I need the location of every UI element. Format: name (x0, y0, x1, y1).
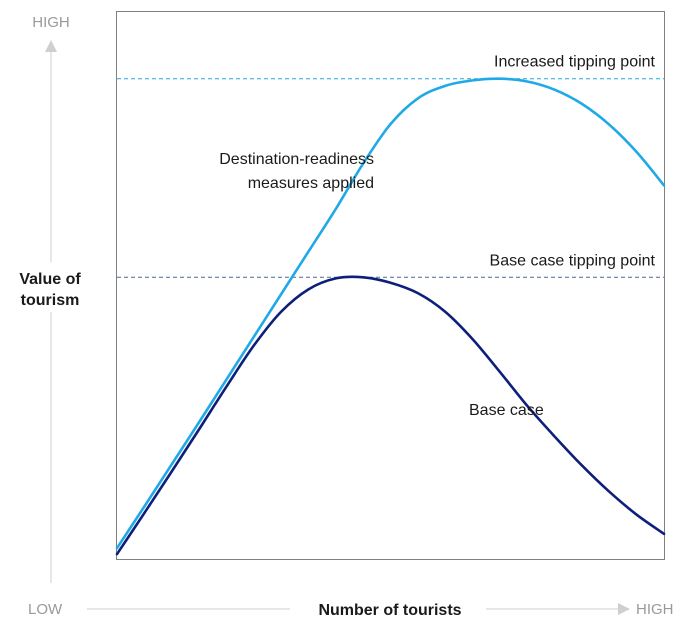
x-axis-low-label: LOW (28, 601, 63, 618)
y-label-backdrop (8, 262, 94, 312)
y-axis-high-label: HIGH (32, 14, 70, 31)
destination-readiness-label-line1: Destination-readiness (219, 151, 374, 168)
plot-frame (116, 11, 665, 560)
y-axis-arrow-head-icon (45, 40, 57, 52)
base-case-tipping-point-label: Base case tipping point (490, 252, 656, 269)
destination-readiness-series-line (115, 77, 666, 550)
destination-readiness-label-line2: measures applied (248, 175, 374, 192)
x-axis-high-label: HIGH (636, 601, 674, 618)
y-axis-title-line1: Value of (19, 271, 81, 288)
y-axis-title-line2: tourism (21, 292, 80, 309)
x-axis-arrow-head-icon (618, 603, 630, 615)
increased-tipping-point-label: Increased tipping point (494, 54, 656, 71)
base-case-label: Base case (469, 402, 544, 419)
base-case-series-line (115, 275, 666, 556)
x-axis-title: Number of tourists (318, 602, 461, 619)
